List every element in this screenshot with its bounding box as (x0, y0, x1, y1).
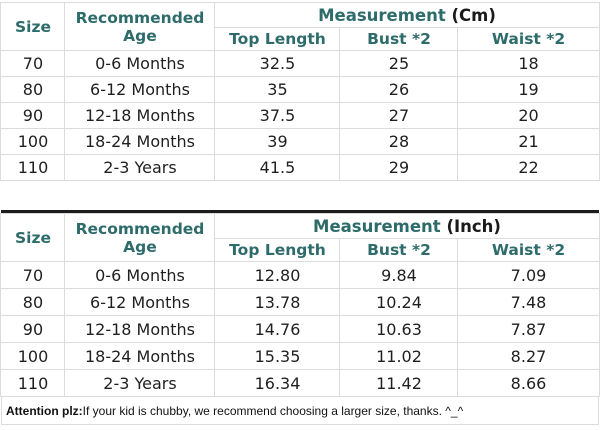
bust-cell: 9.84 (339, 261, 459, 289)
inch-unit-label: (Inch) (446, 216, 501, 236)
top-length-cell: 41.5 (214, 154, 341, 181)
top-length-cell: 14.76 (214, 315, 341, 343)
age-cell: 2-3 Years (64, 154, 216, 181)
table-row: 100 18-24 Months 15.35 11.02 8.27 (0, 342, 600, 370)
table-row: 110 2-3 Years 16.34 11.42 8.66 (0, 369, 600, 397)
table-row: 70 0-6 Months 12.80 9.84 7.09 (0, 261, 600, 289)
table-row: 90 12-18 Months 37.5 27 20 (0, 102, 600, 129)
inch-size-table: Size Recommended Age Measurement (Inch) … (0, 213, 600, 397)
top-length-cell: 39 (214, 128, 341, 155)
waist-cell: 7.87 (457, 315, 600, 343)
measurement-label: Measurement (313, 216, 441, 236)
size-cell: 100 (0, 342, 66, 370)
recommended-age-column-header: Recommended Age (64, 213, 216, 262)
size-cell: 110 (0, 154, 66, 181)
table-subheader-row: Top Length Bust *2 Waist *2 (1, 27, 600, 51)
measurement-inch-header: Measurement (Inch) (214, 213, 600, 239)
bust-cell: 28 (339, 128, 459, 155)
age-cell: 6-12 Months (64, 288, 216, 316)
waist-cell: 8.66 (457, 369, 600, 397)
cm-size-table: Size Recommended Age Measurement (Cm) To… (0, 2, 600, 181)
size-cell: 80 (0, 288, 66, 316)
top-length-column-header: Top Length (214, 27, 341, 51)
waist-cell: 18 (457, 50, 600, 77)
bust-cell: 27 (339, 102, 459, 129)
waist-cell: 19 (457, 76, 600, 103)
bust-cell: 10.24 (339, 288, 459, 316)
measurement-label: Measurement (318, 5, 446, 25)
age-cell: 6-12 Months (64, 76, 216, 103)
recommended-age-column-header: Recommended Age (64, 2, 216, 51)
waist-column-header: Waist *2 (457, 27, 600, 51)
size-cell: 90 (0, 102, 66, 129)
size-cell: 90 (0, 315, 66, 343)
top-length-cell: 37.5 (214, 102, 341, 129)
age-cell: 18-24 Months (64, 128, 216, 155)
bust-cell: 26 (339, 76, 459, 103)
measurement-cm-header: Measurement (Cm) (214, 2, 600, 28)
table-row: 80 6-12 Months 13.78 10.24 7.48 (0, 288, 600, 316)
table-header-row: Size Recommended Age Measurement (Cm) (0, 2, 600, 51)
table-row: 70 0-6 Months 32.5 25 18 (0, 50, 600, 77)
size-column-header: Size (0, 2, 66, 51)
age-cell: 2-3 Years (64, 369, 216, 397)
age-cell: 0-6 Months (64, 261, 216, 289)
top-length-cell: 16.34 (214, 369, 341, 397)
footer-message: If your kid is chubby, we recommend choo… (82, 403, 464, 418)
age-cell: 12-18 Months (64, 102, 216, 129)
size-cell: 70 (0, 50, 66, 77)
waist-column-header: Waist *2 (457, 238, 600, 262)
waist-cell: 20 (457, 102, 600, 129)
footer-note: Attention plz: If your kid is chubby, we… (1, 397, 599, 425)
size-cell: 70 (0, 261, 66, 289)
table-subheader-row: Top Length Bust *2 Waist *2 (1, 238, 600, 262)
table-row: 110 2-3 Years 41.5 29 22 (0, 154, 600, 181)
top-length-cell: 32.5 (214, 50, 341, 77)
bust-cell: 29 (339, 154, 459, 181)
bust-cell: 11.02 (339, 342, 459, 370)
footer-attention-label: Attention plz: (6, 403, 83, 418)
top-length-cell: 13.78 (214, 288, 341, 316)
waist-cell: 7.09 (457, 261, 600, 289)
size-cell: 80 (0, 76, 66, 103)
size-cell: 110 (0, 369, 66, 397)
table-row: 90 12-18 Months 14.76 10.63 7.87 (0, 315, 600, 343)
age-cell: 12-18 Months (64, 315, 216, 343)
top-length-cell: 12.80 (214, 261, 341, 289)
size-column-header: Size (0, 213, 66, 262)
bust-column-header: Bust *2 (339, 27, 459, 51)
age-cell: 18-24 Months (64, 342, 216, 370)
table-row: 100 18-24 Months 39 28 21 (0, 128, 600, 155)
waist-cell: 21 (457, 128, 600, 155)
top-length-cell: 35 (214, 76, 341, 103)
table-gap (0, 181, 600, 210)
bust-cell: 25 (339, 50, 459, 77)
waist-cell: 8.27 (457, 342, 600, 370)
table-row: 80 6-12 Months 35 26 19 (0, 76, 600, 103)
cm-unit-label: (Cm) (451, 5, 496, 25)
bust-cell: 10.63 (339, 315, 459, 343)
size-cell: 100 (0, 128, 66, 155)
waist-cell: 22 (457, 154, 600, 181)
bust-cell: 11.42 (339, 369, 459, 397)
top-length-cell: 15.35 (214, 342, 341, 370)
top-length-column-header: Top Length (214, 238, 341, 262)
age-cell: 0-6 Months (64, 50, 216, 77)
table-header-row: Size Recommended Age Measurement (Inch) (0, 213, 600, 262)
waist-cell: 7.48 (457, 288, 600, 316)
table-separator-line (1, 210, 599, 213)
bust-column-header: Bust *2 (339, 238, 459, 262)
